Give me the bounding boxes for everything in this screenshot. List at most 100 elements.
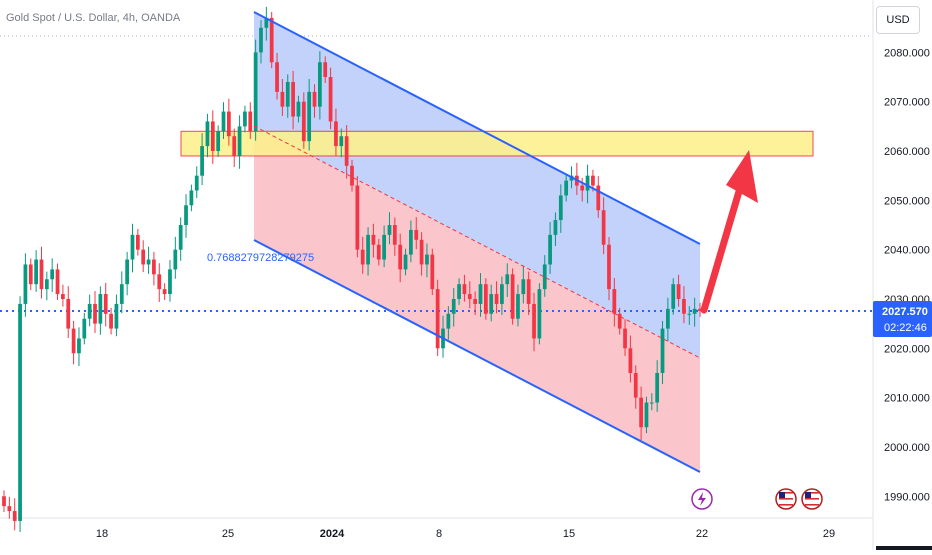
candle-body (221, 111, 226, 132)
us-flag-icon-stripe (779, 498, 793, 500)
time-tick-label: 8 (436, 528, 442, 540)
candle-body (318, 62, 322, 107)
price-tick-label: 2080.000 (884, 47, 930, 59)
scroll-handle (876, 546, 932, 550)
us-flag-icon[interactable] (801, 488, 823, 510)
candle-body (601, 210, 606, 245)
candle-body (398, 244, 403, 270)
candle-body (628, 348, 633, 373)
candle-body (510, 274, 515, 319)
candle-body (478, 284, 483, 304)
resistance-zone (180, 130, 814, 157)
channel-upper-fill (254, 12, 700, 358)
candle-body (301, 101, 306, 142)
candle-body (387, 225, 392, 235)
candle-body (55, 269, 60, 295)
candle-body (591, 175, 595, 186)
us-flag-icon-stripe (805, 501, 819, 503)
candle-body (457, 284, 461, 299)
arrow-shaft (700, 184, 744, 314)
gridlines (0, 0, 874, 550)
candle-body (200, 146, 204, 176)
currency-button[interactable]: USD (876, 6, 920, 34)
candle-body (77, 338, 81, 354)
lightning-icon[interactable] (691, 488, 713, 510)
candle-body (419, 239, 424, 265)
candle-body (623, 328, 627, 349)
candle-body (580, 185, 585, 191)
candle-body (162, 289, 167, 295)
candle-body (532, 303, 536, 339)
candle-body (269, 17, 274, 63)
us-flag-icon[interactable] (775, 488, 797, 510)
candle-body (253, 52, 258, 132)
channel-upper-line (253, 11, 701, 245)
us-flag-icon-stripe (779, 501, 793, 503)
candle-body (173, 249, 178, 270)
candle-body (698, 308, 702, 311)
candle-body (639, 397, 643, 428)
candle-body (676, 284, 681, 299)
candle-body (682, 298, 686, 314)
price-tick-label: 2010.000 (884, 393, 930, 405)
candle-body (18, 303, 22, 521)
candle-body (649, 402, 654, 404)
candle-body (494, 294, 499, 304)
candle-body (98, 294, 103, 324)
candle-body (93, 303, 97, 324)
time-axis[interactable]: 18 25 2024 8 15 22 29 (96, 528, 932, 550)
candle-body (44, 279, 49, 290)
candle-body (462, 284, 467, 295)
candle-body (409, 229, 413, 255)
candle-body (467, 294, 472, 299)
current-price-tag (873, 300, 932, 337)
candle-body (291, 81, 295, 117)
candle-body (666, 308, 670, 329)
us-flag-icon-stripe (779, 504, 793, 506)
candle-body (548, 234, 552, 265)
candle-body (366, 234, 370, 265)
candle-body (285, 81, 290, 107)
candle-body (39, 259, 44, 290)
arrow-head-icon (726, 150, 758, 203)
candle-body (425, 254, 429, 265)
current-price-label: 2027.570 (882, 306, 928, 318)
candle-body (671, 284, 676, 309)
candle-body (232, 136, 237, 156)
candle-body (489, 294, 494, 314)
candle-body (259, 27, 263, 53)
candle-body (446, 313, 451, 329)
price-tick-label: 2000.000 (884, 442, 930, 454)
candle-body (119, 284, 124, 304)
candle-body (103, 294, 108, 314)
candle-body (355, 185, 360, 250)
candle-body (157, 274, 162, 290)
candle-body (483, 284, 488, 314)
us-flag-icon-stripe (779, 495, 793, 497)
candle-body (237, 126, 242, 156)
time-tick-label: 22 (696, 528, 708, 540)
candle-body (521, 279, 526, 295)
price-axis[interactable]: 1990.0002000.0002010.0002020.0002030.000… (873, 47, 932, 503)
candle-body (184, 205, 188, 226)
candle-body (334, 121, 338, 147)
candle-body (168, 269, 172, 295)
bar-countdown-label: 02:22:46 (884, 322, 927, 334)
candle-body (61, 294, 65, 299)
candle-body (2, 496, 6, 507)
candle-body (435, 289, 440, 349)
candle-body (553, 220, 558, 235)
candle-body (7, 506, 12, 512)
candle-body (350, 165, 354, 186)
candle-body (687, 313, 692, 315)
candle-body (264, 17, 269, 28)
candle-body (376, 244, 381, 260)
us-flag-icon-stripe (779, 492, 793, 494)
candles (2, 6, 702, 533)
candle-body (12, 511, 17, 521)
price-tick-label: 2070.000 (884, 97, 930, 109)
candle-body (205, 121, 210, 147)
symbol-title[interactable]: Gold Spot / U.S. Dollar, 4h, OANDA (6, 12, 181, 24)
price-tick-label: 2040.000 (884, 245, 930, 257)
